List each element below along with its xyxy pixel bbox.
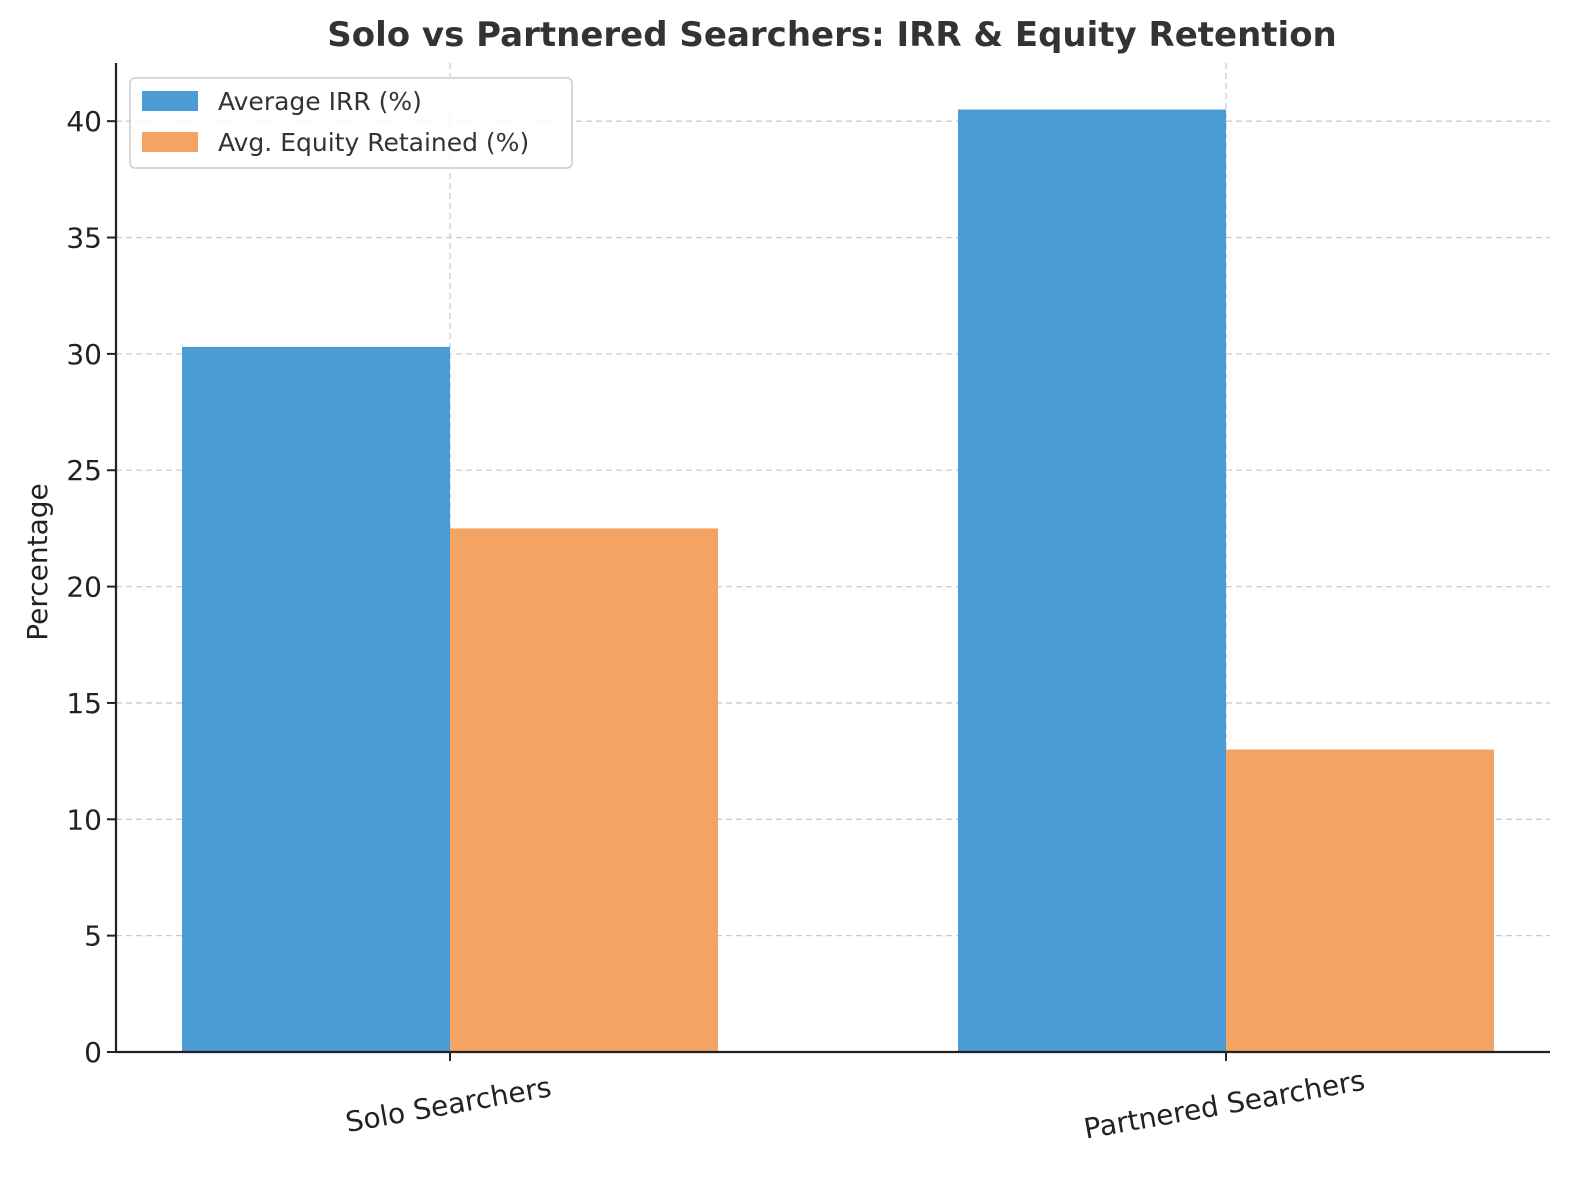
legend-swatch-1	[142, 132, 198, 152]
chart-title: Solo vs Partnered Searchers: IRR & Equit…	[327, 15, 1337, 55]
legend-label-0: Average IRR (%)	[218, 87, 422, 116]
y-axis-ticks: 0 5 10 15 20 25 30 35 40	[66, 105, 116, 1069]
legend: Average IRR (%) Avg. Equity Retained (%)	[129, 77, 573, 169]
bar-irr-partnered	[958, 109, 1226, 1052]
y-tick-label-15: 15	[66, 687, 102, 720]
y-tick-label-25: 25	[66, 454, 102, 487]
y-axis-label: Percentage	[21, 483, 54, 641]
y-tick-label-10: 10	[66, 803, 102, 836]
y-tick-label-40: 40	[66, 105, 102, 138]
y-tick-label-30: 30	[66, 338, 102, 371]
bar-equity-partnered	[1226, 749, 1494, 1052]
axes	[114, 63, 1550, 1054]
bar-irr-solo	[182, 346, 450, 1052]
y-tick-label-5: 5	[84, 920, 102, 953]
bar-equity-solo	[450, 528, 718, 1052]
legend-label-1: Avg. Equity Retained (%)	[218, 128, 529, 157]
y-tick-label-0: 0	[84, 1036, 102, 1069]
bars	[182, 109, 1494, 1052]
y-tick-label-35: 35	[66, 222, 102, 255]
legend-box	[129, 77, 573, 169]
legend-swatch-0	[142, 91, 198, 111]
y-tick-label-20: 20	[66, 571, 102, 604]
